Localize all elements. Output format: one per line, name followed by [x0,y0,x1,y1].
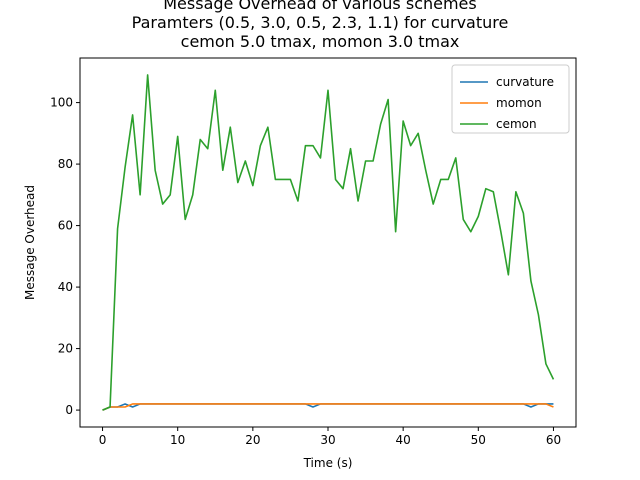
title-line-3: cemon 5.0 tmax, momon 3.0 tmax [181,32,460,51]
series-line-momon [102,403,554,411]
x-tick-label: 40 [396,433,411,447]
y-axis-ticks: 0 20 40 60 80 100 [50,96,80,417]
title-line-2: Paramters (0.5, 3.0, 0.5, 2.3, 1.1) for … [132,13,509,32]
y-tick-label: 0 [65,403,73,417]
legend-label-curvature: curvature [496,75,554,89]
y-tick-label: 40 [58,280,73,294]
y-tick-label: 80 [58,157,73,171]
x-tick-label: 50 [471,433,486,447]
x-tick-label: 60 [546,433,561,447]
legend-label-momon: momon [496,96,542,110]
x-tick-label: 20 [245,433,260,447]
x-axis-label: Time (s) [303,456,353,470]
series-lines [102,74,555,411]
legend-label-cemon: cemon [496,117,537,131]
x-tick-label: 10 [170,433,185,447]
y-tick-label: 60 [58,219,73,233]
y-axis-label: Message Overhead [23,185,37,300]
y-tick-label: 20 [58,342,73,356]
series-line-curvature [102,403,554,411]
chart-title: Message Overhead of various schemesParam… [132,0,509,51]
x-tick-label: 30 [320,433,335,447]
title-line-1: Message Overhead of various schemes [163,0,476,13]
x-tick-label: 0 [99,433,107,447]
y-tick-label: 100 [50,96,73,110]
series-line-cemon [102,74,555,411]
x-axis-ticks: 0 10 20 30 40 50 60 [99,427,561,447]
legend: curvature momon cemon [451,64,570,134]
